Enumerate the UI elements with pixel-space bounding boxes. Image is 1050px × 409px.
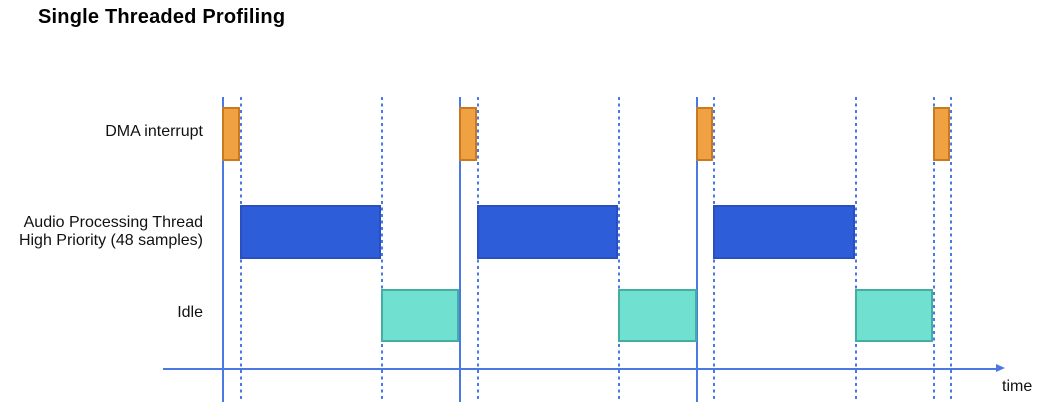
page-title: Single Threaded Profiling [38, 6, 286, 28]
cycle-boundary-line-solid [222, 97, 224, 402]
row-label-audio-processing: Audio Processing Thread High Priority (4… [0, 214, 203, 249]
dma-interrupt-bar [459, 107, 477, 161]
audio-processing-bar [240, 205, 381, 259]
time-axis-arrowhead-icon [996, 364, 1005, 373]
dma-interrupt-label: DMA interrupt [105, 123, 203, 140]
dma-interrupt-bar [696, 107, 713, 161]
idle-bar [618, 289, 697, 342]
time-axis-label: time [1002, 378, 1033, 395]
cycle-boundary-line-dotted [855, 97, 857, 402]
cycle-boundary-line-dotted [950, 97, 952, 402]
dma-interrupt-bar [222, 107, 240, 161]
audio-processing-label-line2: High Priority (48 samples) [18, 231, 203, 249]
idle-bar [855, 289, 933, 342]
row-label-idle: Idle [0, 304, 203, 322]
cycle-boundary-line-solid [696, 97, 698, 402]
cycle-boundary-line-dotted [381, 97, 383, 402]
row-label-dma-interrupt: DMA interrupt [0, 123, 203, 141]
audio-processing-bar [713, 205, 855, 259]
dma-interrupt-bar [933, 107, 950, 161]
cycle-boundary-line-dotted [618, 97, 620, 402]
cycle-boundary-line-dotted [933, 97, 935, 402]
idle-label: Idle [177, 304, 203, 321]
time-axis [163, 368, 996, 370]
audio-processing-bar [477, 205, 618, 259]
cycle-boundary-line-solid [459, 97, 461, 402]
audio-processing-label-line1: Audio Processing Thread [23, 214, 203, 231]
idle-bar [381, 289, 459, 342]
